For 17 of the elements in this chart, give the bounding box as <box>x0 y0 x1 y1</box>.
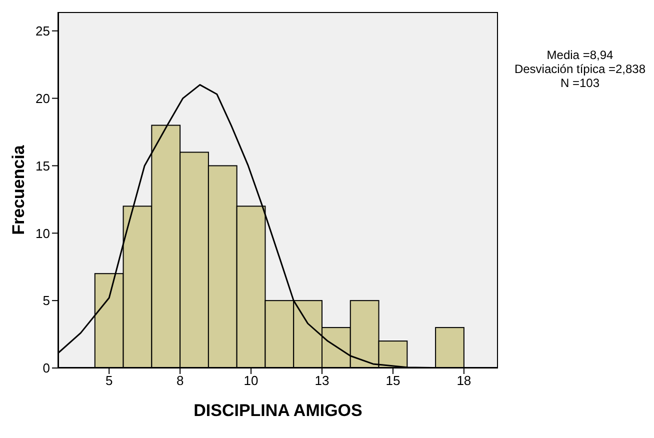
x-tick-label: 18 <box>456 373 472 388</box>
x-tick-label: 15 <box>386 373 400 388</box>
text: Desviación típica =2,838 <box>513 62 647 76</box>
y-axis-title: Frecuencia <box>9 144 28 235</box>
y-tick-label: 20 <box>36 90 50 106</box>
text: Media =8,94 <box>546 48 614 62</box>
x-tick-label: 10 <box>244 373 258 388</box>
y-tick-label: 0 <box>42 360 50 376</box>
x-tick-label: 5 <box>105 373 113 388</box>
y-tick-label: 25 <box>36 23 50 38</box>
y-tick-label: 15 <box>36 158 50 174</box>
y-tick-label: 10 <box>36 226 50 241</box>
x-tick-label: 13 <box>314 373 330 388</box>
x-tick-label: 8 <box>176 373 184 388</box>
x-axis-title: DISCIPLINA AMIGOS <box>194 401 362 420</box>
text: N =103 <box>559 76 601 90</box>
y-tick-label: 5 <box>42 293 50 308</box>
